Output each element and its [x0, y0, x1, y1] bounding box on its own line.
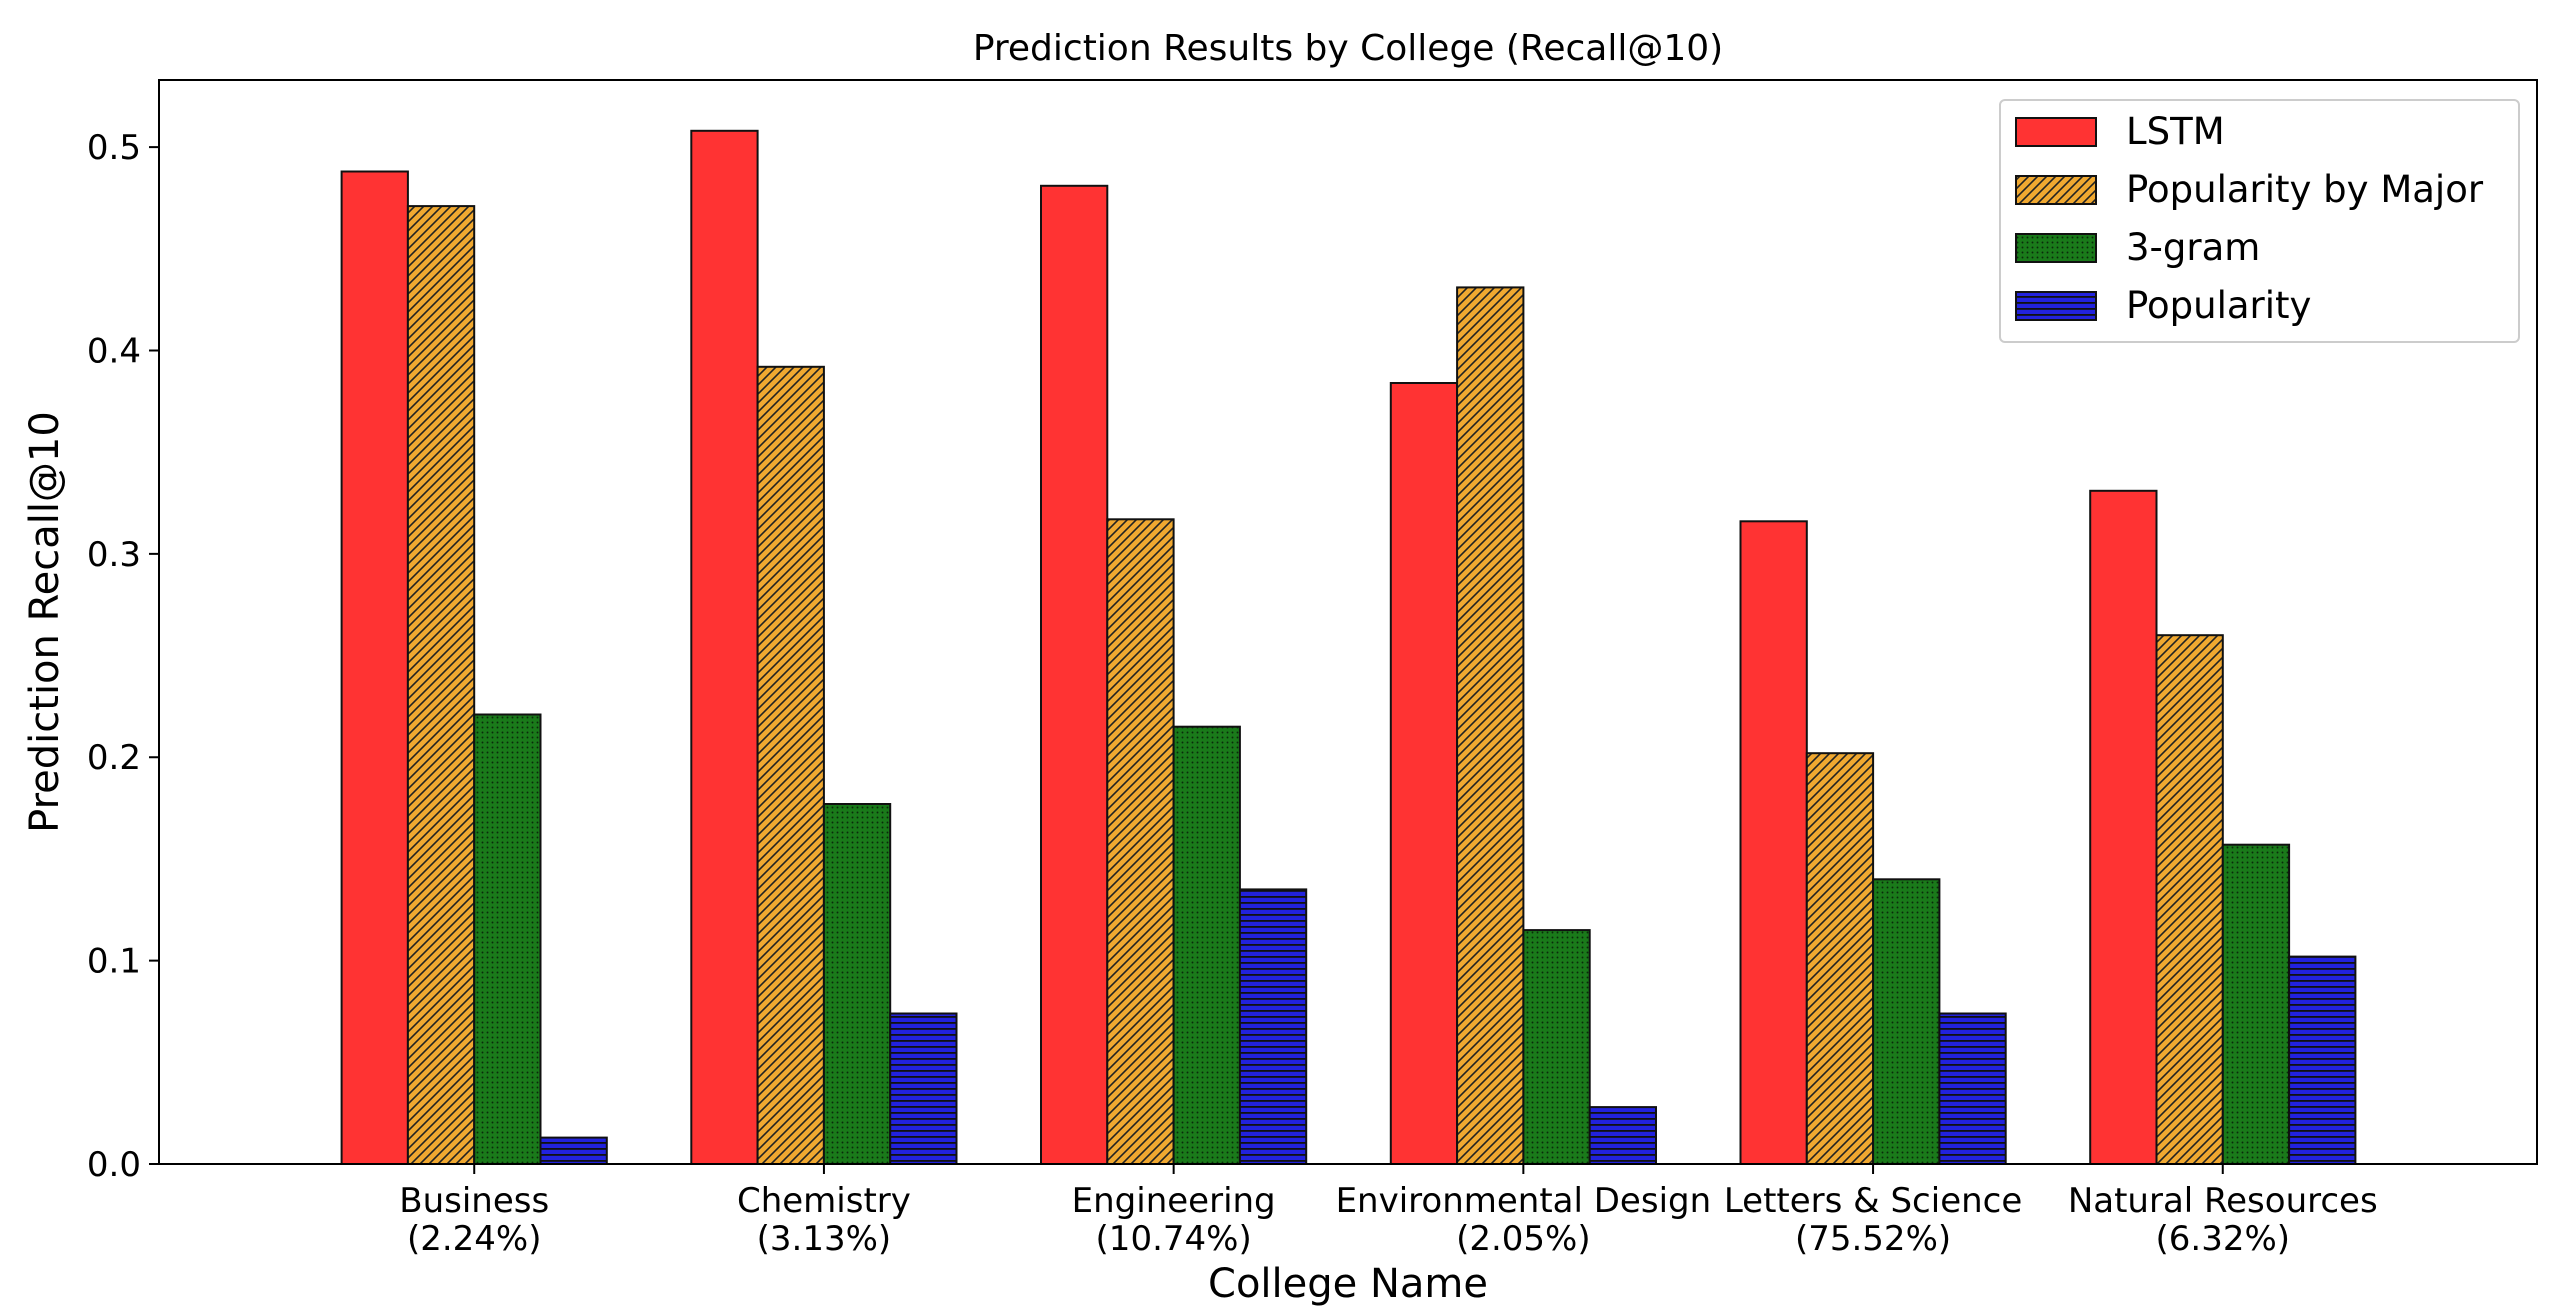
x-axis: Business(2.24%) Chemistry(3.13%) Engineeri… — [399, 1164, 2378, 1259]
bar — [2155, 634, 2224, 1165]
legend-label: Popularity — [2126, 284, 2311, 327]
bar — [889, 1012, 958, 1165]
y-tick-label: 0.4 — [87, 331, 141, 371]
x-tick-share-label: (3.13%) — [757, 1219, 892, 1259]
legend-swatch — [2015, 175, 2097, 205]
bar — [1106, 518, 1175, 1165]
legend-swatch — [2015, 117, 2097, 147]
y-axis-label: Prediction Recall@10 — [22, 411, 68, 833]
bar — [690, 129, 759, 1165]
y-tick-label: 0.0 — [87, 1145, 141, 1185]
plot-frame — [158, 79, 2538, 1165]
x-tick-label: Natural Resources — [2068, 1181, 2378, 1221]
bar — [1456, 286, 1525, 1165]
x-tick-share-label: (6.32%) — [2155, 1219, 2290, 1259]
legend-label: Popularity by Major — [2126, 168, 2484, 211]
x-tick-share-label: (2.05%) — [1456, 1219, 1591, 1259]
bar — [1938, 1012, 2007, 1165]
bars-group — [340, 129, 2357, 1166]
bar — [1805, 752, 1875, 1165]
bar — [473, 713, 542, 1165]
y-tick-label: 0.1 — [87, 942, 141, 982]
chart-title: Prediction Results by College (Recall@10… — [973, 28, 1723, 69]
bar — [2288, 955, 2357, 1165]
x-tick-share-label: (10.74%) — [1096, 1219, 1252, 1259]
x-tick-label: Letters & Science — [1724, 1181, 2022, 1221]
legend: LSTM Popularity by Major 3-gram Popularity — [1999, 99, 2520, 343]
bar — [406, 205, 476, 1166]
x-tick-label: Chemistry — [737, 1181, 911, 1221]
bar — [1040, 184, 1109, 1166]
legend-swatch — [2015, 233, 2097, 263]
bar — [1739, 520, 1808, 1165]
bar — [1588, 1106, 1657, 1165]
bar — [822, 803, 892, 1165]
legend-frame — [1999, 99, 2520, 343]
bar — [2221, 843, 2291, 1165]
bar — [1522, 929, 1591, 1165]
legend-label: 3-gram — [2126, 226, 2260, 269]
bar — [1389, 382, 1459, 1165]
x-tick-share-label: (75.52%) — [1795, 1219, 1951, 1259]
bar — [539, 1136, 608, 1165]
legend-swatch — [2015, 291, 2097, 321]
x-tick-label: Business — [399, 1181, 549, 1221]
bar — [340, 170, 409, 1165]
bar — [756, 365, 825, 1165]
bar — [1872, 878, 1941, 1165]
bar — [1238, 888, 1308, 1166]
y-axis: 0.0 0.1 0.2 0.3 0.4 0.5 — [87, 128, 159, 1185]
y-tick-label: 0.5 — [87, 128, 141, 168]
y-tick-label: 0.2 — [87, 738, 141, 778]
bar — [2089, 489, 2158, 1165]
x-tick-label: Environmental Design — [1336, 1181, 1712, 1221]
x-tick-label: Engineering — [1072, 1181, 1276, 1221]
y-tick-label: 0.3 — [87, 535, 141, 575]
bar — [1172, 725, 1241, 1165]
x-axis-label: College Name — [1208, 1261, 1488, 1307]
x-tick-share-label: (2.24%) — [407, 1219, 542, 1259]
legend-label: LSTM — [2126, 110, 2225, 153]
